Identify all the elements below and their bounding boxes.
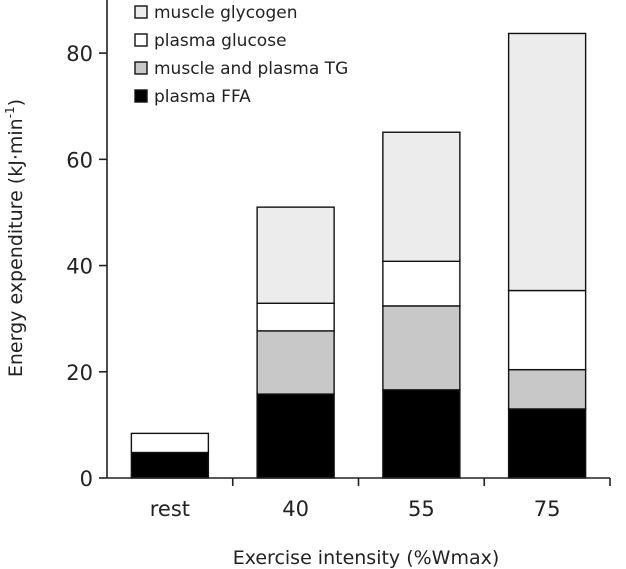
bar-segment-muscle-and-plasma-tg [382, 305, 461, 391]
y-tick-label: 60 [66, 148, 93, 172]
y-tick-label: 80 [66, 42, 93, 66]
bar-segment-plasma-ffa [130, 451, 210, 479]
x-tick-label: rest [150, 497, 190, 521]
legend-label-muscle-and-plasma-tg: muscle and plasma TG [154, 59, 348, 79]
legend-label-plasma-glucose: plasma glucose [154, 31, 287, 51]
y-tick-label: 40 [66, 255, 93, 279]
bar-segment-plasma-glucose [130, 432, 210, 454]
x-tick-label: 40 [282, 497, 309, 521]
x-axis-ticks: rest 40 55 75 [150, 478, 611, 521]
bar-segment-muscle-glycogen [256, 206, 335, 304]
legend-swatch-plasma-ffa [134, 89, 148, 103]
bar-segment-muscle-and-plasma-tg [507, 368, 587, 410]
bar-segment-plasma-ffa [256, 393, 335, 479]
x-tick-label: 55 [408, 497, 435, 521]
bar-segment-plasma-glucose [256, 302, 335, 332]
y-tick-label: 0 [80, 467, 93, 491]
bar-group [130, 32, 587, 479]
legend-label-plasma-ffa: plasma FFA [154, 87, 251, 107]
y-axis-title-min: min [5, 118, 27, 154]
bar-segment-plasma-glucose [382, 260, 461, 307]
bar-segment-plasma-ffa [382, 389, 461, 479]
x-axis-title: Exercise intensity (%Wmax) [233, 547, 500, 569]
bar-segment-muscle-glycogen [507, 32, 587, 292]
legend-label-muscle-glycogen: muscle glycogen [154, 3, 297, 23]
bar-segment-muscle-glycogen [382, 131, 461, 263]
bar-segment-plasma-glucose [507, 289, 587, 371]
x-tick-label: 75 [534, 497, 561, 521]
y-axis-title-sup: -1 [3, 106, 17, 118]
y-tick-label: 20 [66, 361, 93, 385]
y-axis-title-close: ) [5, 99, 27, 106]
bar-segment-plasma-ffa [507, 408, 587, 479]
y-axis-title: Energy expenditure (kJ·min-1) [3, 99, 27, 377]
legend-swatch-muscle-and-plasma-tg [134, 61, 148, 75]
bar-segment-muscle-and-plasma-tg [256, 330, 335, 395]
y-axis-title-dot: · [5, 154, 27, 160]
legend-swatch-muscle-glycogen [134, 5, 148, 19]
y-axis-title-main: Energy expenditure (kJ [5, 160, 27, 377]
y-axis-ticks: 0 20 40 60 80 [66, 42, 107, 491]
legend: muscle glycogen plasma glucose muscle and … [134, 3, 348, 107]
legend-swatch-plasma-glucose [134, 33, 148, 47]
